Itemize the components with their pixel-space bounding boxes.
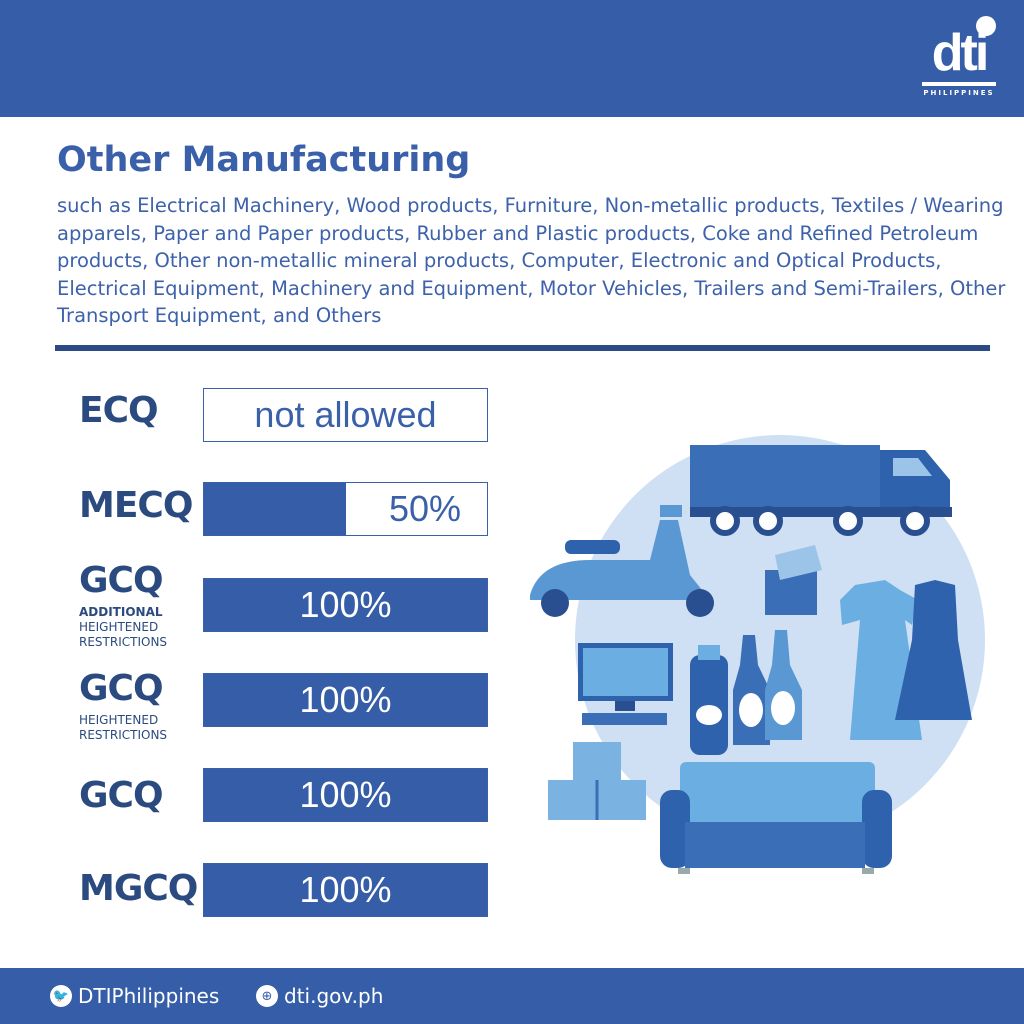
level-label-ecq: ECQ [79, 390, 159, 431]
capacity-bar-gcq-heightened: 100% [203, 673, 488, 727]
boxes-icon [548, 742, 646, 820]
level-label-gcq: GCQ [79, 775, 164, 816]
level-label-gcq-additional: GCQ [79, 560, 164, 601]
capacity-fill [204, 483, 346, 535]
capacity-value: 100% [299, 869, 392, 910]
capacity-bar-gcq-additional: 100% [203, 578, 488, 632]
computer-icon [578, 643, 673, 725]
header-banner: dti PHILIPPINES [0, 0, 1024, 117]
bottles-icon [690, 630, 802, 755]
capacity-bar-gcq: 100% [203, 768, 488, 822]
twitter-link[interactable]: 🐦 DTIPhilippines [50, 984, 219, 1008]
globe-icon: ⊕ [256, 985, 278, 1007]
capacity-fill [204, 864, 487, 916]
sublabel-text: HEIGHTENED RESTRICTIONS [79, 620, 168, 649]
scooter-icon [530, 505, 714, 617]
website-link[interactable]: ⊕ dti.gov.ph [256, 984, 383, 1008]
capacity-bar-ecq: not allowed [203, 388, 488, 442]
level-sublabel: ADDITIONAL HEIGHTENED RESTRICTIONS [79, 605, 174, 650]
divider [55, 345, 990, 351]
sector-description: such as Electrical Machinery, Wood produ… [57, 194, 1006, 327]
capacity-value: 100% [299, 774, 392, 815]
sofa-icon [660, 762, 892, 874]
capacity-fill [204, 769, 487, 821]
logo-bar [922, 82, 996, 86]
footer: 🐦 DTIPhilippines ⊕ dti.gov.ph [0, 968, 1024, 1024]
level-label-mecq: MECQ [79, 485, 193, 526]
level-label-gcq-heightened: GCQ [79, 668, 164, 709]
truck-icon [690, 445, 952, 536]
dress-icon [895, 580, 972, 720]
capacity-fill [204, 674, 487, 726]
logo-wordmark: dti [931, 24, 990, 82]
level-label-mgcq: MGCQ [79, 868, 198, 909]
level-sublabel: HEIGHTENED RESTRICTIONS [79, 713, 174, 743]
manufacturing-illustration [530, 435, 985, 874]
capacity-value: not allowed [254, 394, 437, 435]
capacity-value: 50% [388, 488, 461, 529]
twitter-icon: 🐦 [50, 985, 72, 1007]
sublabel-bold: ADDITIONAL [79, 605, 163, 619]
capacity-fill [204, 579, 487, 631]
capacity-value: 100% [299, 584, 392, 625]
capacity-bar-mecq: 50% [203, 482, 488, 536]
sublabel-text: HEIGHTENED RESTRICTIONS [79, 713, 168, 742]
logo-subtitle: PHILIPPINES [923, 89, 995, 97]
twitter-handle: DTIPhilippines [78, 984, 220, 1008]
capacity-value: 100% [299, 679, 392, 720]
website-url: dti.gov.ph [284, 984, 384, 1008]
globe-icon [976, 16, 996, 36]
package-icon [765, 545, 822, 615]
page-title: Other Manufacturing [57, 140, 471, 180]
dti-logo: dti PHILIPPINES [920, 14, 998, 98]
capacity-bar-mgcq: 100% [203, 863, 488, 917]
